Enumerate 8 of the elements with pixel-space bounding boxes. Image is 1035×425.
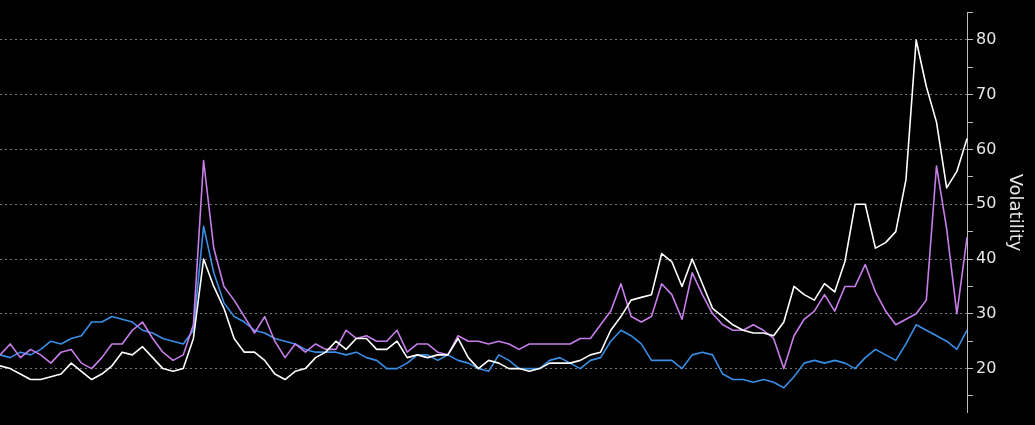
y-tick-label: 50 <box>976 193 997 213</box>
y-tick-label: 40 <box>976 248 997 268</box>
y-tick-label: 60 <box>976 138 997 158</box>
y-tick-label: 70 <box>976 83 997 103</box>
y-tick-label: 20 <box>976 357 997 377</box>
y-axis-title: Volatility <box>1005 173 1027 252</box>
y-tick-label: 30 <box>976 302 997 322</box>
y-tick-label: 80 <box>976 29 997 49</box>
